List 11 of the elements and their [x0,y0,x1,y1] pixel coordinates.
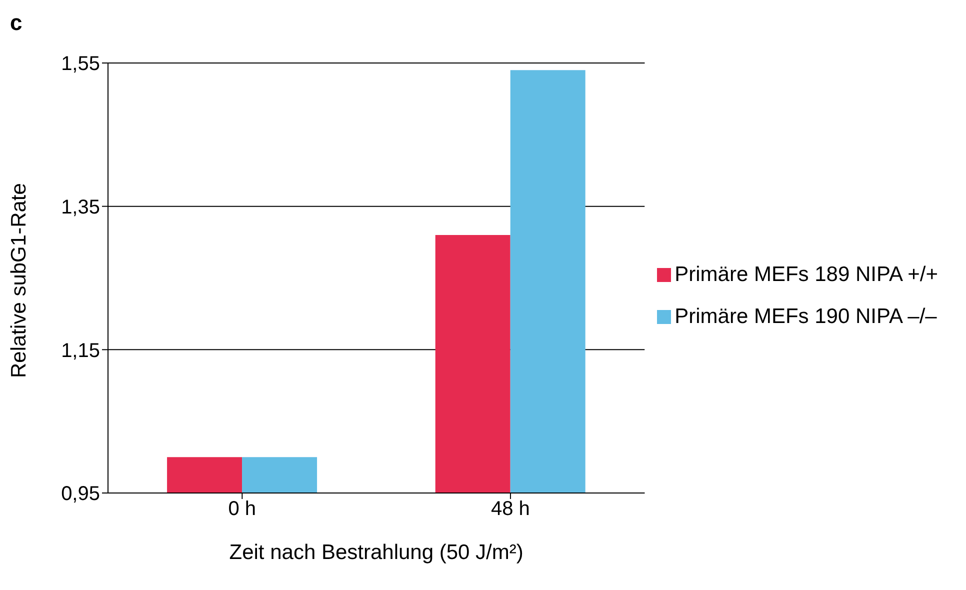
chart-title: c [10,10,22,36]
x-tick-label: 0 h [228,498,256,520]
y-tick-label: 1,35 [61,196,100,218]
y-axis-title: Relative subG1-Rate [7,183,30,378]
y-tick-label: 1,15 [61,340,100,362]
legend-label: Primäre MEFs 190 NIPA –/– [674,304,937,328]
y-tick-label: 0,95 [61,483,100,506]
legend-label: Primäre MEFs 189 NIPA +/+ [674,262,938,286]
x-tick-label: 48 h [491,498,530,520]
y-tick-label: 1,55 [61,53,100,76]
x-axis-title: Zeit nach Bestrahlung (50 J/m²) [229,541,524,564]
